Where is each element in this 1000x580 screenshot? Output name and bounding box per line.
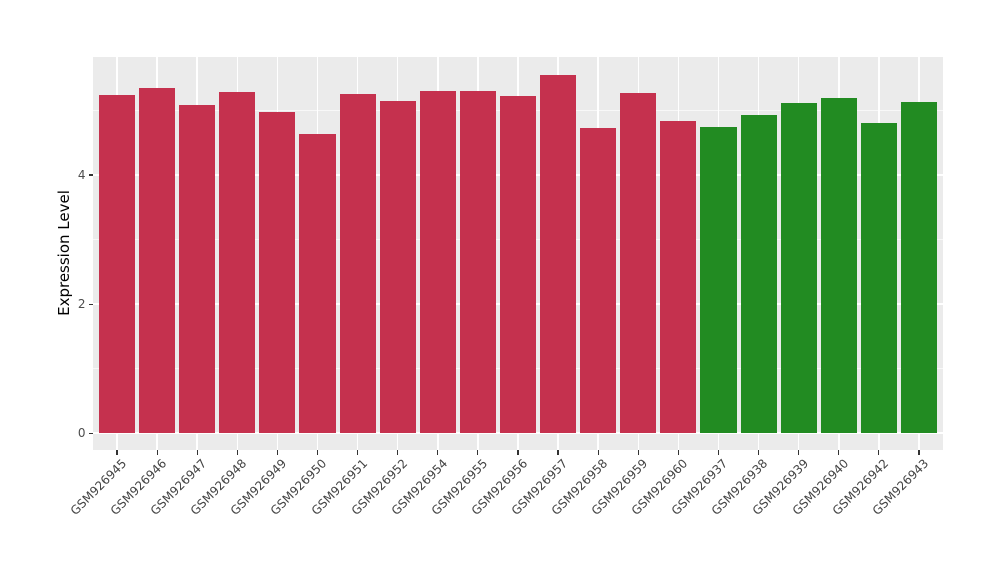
y-tick-mark [88,432,93,434]
y-tick-label: 4 [77,168,86,183]
bar-GSM926947 [179,105,216,434]
y-tick-mark [88,303,93,305]
x-tick-mark [798,450,800,455]
bar-GSM926938 [740,115,777,434]
bar-GSM926959 [620,93,657,434]
y-tick-label: 0 [77,426,86,441]
x-tick-mark [557,450,559,455]
x-tick-mark [276,450,279,455]
bar-GSM926952 [379,100,416,434]
x-tick-mark [717,450,720,455]
bar-GSM926955 [459,90,496,434]
bar-GSM926957 [540,75,577,434]
bar-GSM926956 [499,96,537,434]
x-tick-mark [477,450,479,455]
bar-GSM926945 [99,95,136,434]
bar-GSM926950 [299,133,336,434]
x-tick-mark [397,450,399,455]
y-axis-title: Expression Level [55,190,73,316]
bar-GSM926943 [900,101,937,434]
plot-panel [93,57,943,450]
x-tick-mark [637,450,639,455]
x-tick-mark [597,450,599,455]
x-tick-mark [437,450,439,455]
x-tick-mark [116,450,118,455]
x-tick-mark [316,450,319,455]
x-tick-mark [357,450,359,455]
y-tick-label: 2 [77,297,86,312]
bar-GSM926960 [660,120,697,434]
bar-GSM926939 [780,103,817,434]
gridline-horizontal-major [93,432,943,434]
y-tick-mark [88,174,93,176]
x-tick-mark [838,450,840,455]
bar-GSM926958 [580,127,617,434]
bar-GSM926937 [700,126,737,434]
x-tick-mark [236,450,238,455]
x-tick-mark [878,450,880,455]
x-tick-mark [757,450,760,455]
x-tick-mark [196,450,198,455]
x-tick-mark [517,450,519,455]
x-tick-mark [677,450,679,455]
x-tick-mark [156,450,158,455]
bar-GSM926951 [339,94,376,434]
bar-GSM926942 [860,123,897,434]
bar-GSM926948 [219,92,256,434]
bar-GSM926949 [259,112,296,434]
bar-GSM926940 [820,97,857,434]
bar-GSM926954 [419,91,456,434]
x-tick-mark [918,450,920,455]
bar-GSM926946 [139,87,176,434]
